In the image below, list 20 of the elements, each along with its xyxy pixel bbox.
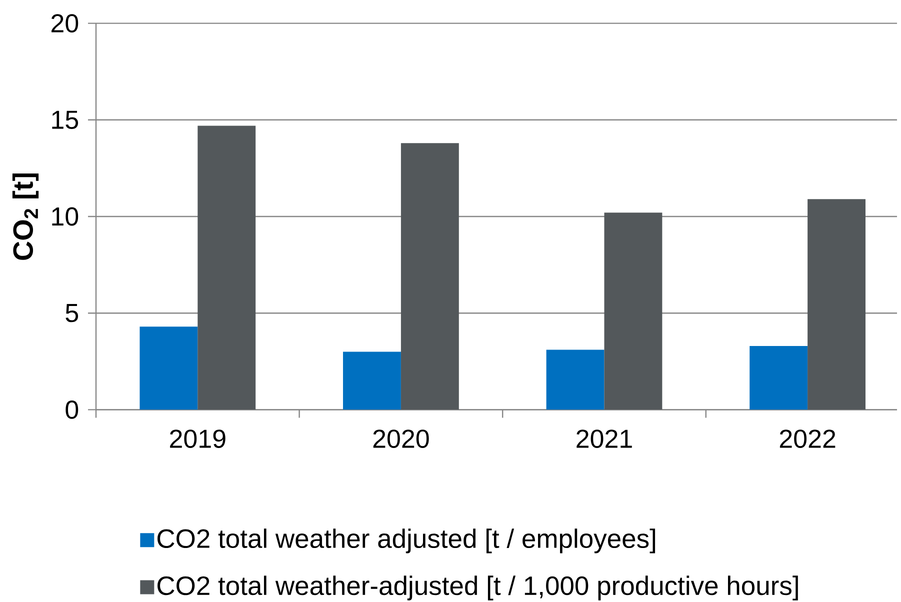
y-tick-label: 0 — [66, 400, 78, 419]
legend-label: CO2 total weather-adjusted [t / 1,000 productive hours] — [158, 576, 798, 600]
bar — [750, 346, 808, 410]
bar — [343, 352, 401, 410]
x-tick-label: 2022 — [780, 430, 836, 448]
legend-label: CO2 total weather adjusted [t / employees] — [158, 528, 656, 554]
bar — [140, 326, 198, 410]
y-tick-label: 5 — [66, 304, 78, 322]
bar — [400, 143, 459, 410]
x-tick-label: 2019 — [170, 430, 226, 448]
y-tick-label: 20 — [52, 14, 78, 32]
bar — [198, 126, 256, 410]
x-tick-label: 2020 — [373, 430, 429, 448]
bar — [808, 199, 866, 410]
bar — [546, 350, 604, 410]
y-tick-label: 15 — [52, 110, 78, 129]
y-axis-title: CO$_{2}$ [t] — [12, 174, 39, 260]
x-tick-label: 2021 — [576, 430, 632, 448]
bar — [604, 212, 662, 410]
y-tick-label: 10 — [52, 207, 78, 226]
